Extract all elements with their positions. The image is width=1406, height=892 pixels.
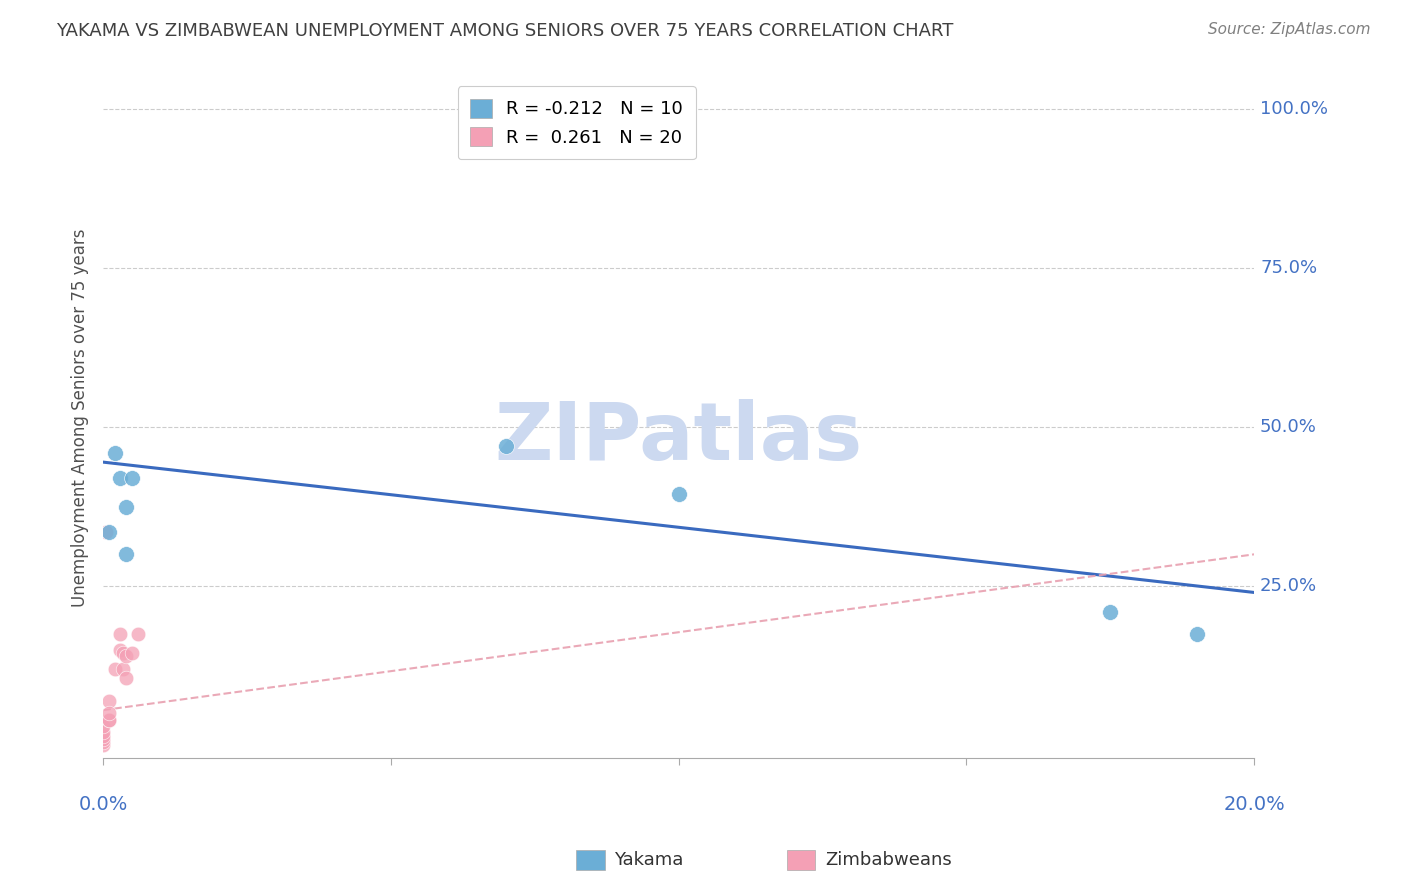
Text: 0.0%: 0.0% [79, 795, 128, 814]
Point [97, 713, 120, 727]
Point [1099, 605, 1122, 619]
Text: 25.0%: 25.0% [1260, 577, 1317, 595]
Point [1185, 627, 1208, 641]
Text: YAKAMA VS ZIMBABWEAN UNEMPLOYMENT AMONG SENIORS OVER 75 YEARS CORRELATION CHART: YAKAMA VS ZIMBABWEAN UNEMPLOYMENT AMONG … [56, 22, 953, 40]
Point [91, 725, 114, 739]
Point [97, 706, 120, 721]
Point [121, 471, 143, 485]
Text: 50.0%: 50.0% [1260, 418, 1317, 436]
Point [91, 738, 114, 752]
Point [112, 662, 135, 676]
Point [110, 627, 132, 641]
Y-axis label: Unemployment Among Seniors over 75 years: Unemployment Among Seniors over 75 years [72, 228, 89, 607]
Point [91, 719, 114, 733]
Text: 100.0%: 100.0% [1260, 100, 1329, 119]
Point [94, 524, 117, 539]
Point [110, 471, 132, 485]
Text: ZIPatlas: ZIPatlas [495, 399, 863, 477]
Point [115, 671, 138, 685]
Text: Zimbabweans: Zimbabweans [825, 851, 952, 869]
Text: 20.0%: 20.0% [1223, 795, 1285, 814]
Text: Yakama: Yakama [614, 851, 683, 869]
Point [115, 547, 138, 561]
Point [121, 646, 143, 660]
Point [91, 729, 114, 743]
Point [91, 731, 114, 746]
Text: 75.0%: 75.0% [1260, 260, 1317, 277]
Point [104, 445, 127, 459]
Point [115, 500, 138, 514]
Point [110, 642, 132, 657]
Point [97, 693, 120, 707]
Point [97, 524, 120, 539]
Point [495, 439, 517, 453]
Legend: R = -0.212   N = 10, R =  0.261   N = 20: R = -0.212 N = 10, R = 0.261 N = 20 [457, 87, 696, 160]
Point [91, 735, 114, 749]
Point [97, 713, 120, 727]
Point [104, 662, 127, 676]
Point [112, 646, 135, 660]
Point [115, 648, 138, 663]
Text: Source: ZipAtlas.com: Source: ZipAtlas.com [1208, 22, 1371, 37]
Point [127, 627, 149, 641]
Point [668, 487, 690, 501]
